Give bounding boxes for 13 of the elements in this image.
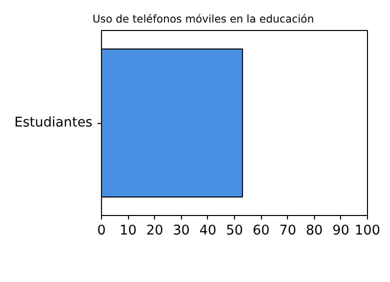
chart-title: Uso de teléfonos móviles en la educación: [92, 12, 314, 26]
x-tick-label: 0: [97, 224, 106, 238]
x-tick-label: 40: [199, 224, 216, 238]
x-tick-label: 20: [146, 224, 164, 238]
y-tick-label: Estudiantes: [14, 116, 93, 130]
x-tick-label: 80: [306, 224, 323, 238]
x-tick-label: 100: [354, 224, 380, 238]
x-tick-label: 60: [252, 224, 270, 238]
x-tick-label: 70: [279, 224, 296, 238]
x-tick-label: 10: [120, 224, 137, 238]
x-tick-label: 50: [226, 224, 243, 238]
x-tick-label: 30: [172, 224, 190, 238]
x-tick-label: 90: [332, 224, 350, 238]
